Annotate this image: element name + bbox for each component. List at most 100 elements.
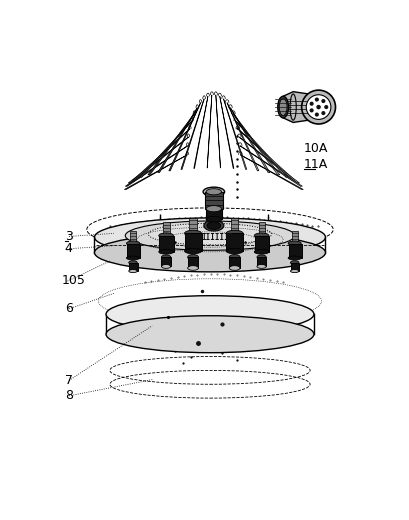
- Text: 3: 3: [65, 230, 73, 243]
- Ellipse shape: [226, 249, 243, 254]
- Ellipse shape: [229, 254, 240, 260]
- Polygon shape: [230, 108, 270, 173]
- Bar: [255, 237, 269, 252]
- Bar: [188, 257, 198, 268]
- Ellipse shape: [94, 218, 326, 256]
- Ellipse shape: [254, 233, 269, 238]
- Ellipse shape: [159, 250, 173, 254]
- Polygon shape: [207, 95, 212, 168]
- Ellipse shape: [184, 230, 202, 237]
- Ellipse shape: [203, 187, 225, 197]
- Ellipse shape: [288, 241, 301, 245]
- Ellipse shape: [106, 316, 314, 353]
- Text: 10A: 10A: [304, 142, 328, 155]
- Polygon shape: [133, 129, 190, 180]
- Text: 7: 7: [65, 374, 73, 387]
- Ellipse shape: [306, 95, 331, 120]
- Ellipse shape: [322, 100, 325, 102]
- Bar: [229, 257, 240, 268]
- Bar: [129, 263, 137, 271]
- Bar: [184, 233, 202, 251]
- Polygon shape: [223, 99, 247, 170]
- Ellipse shape: [290, 261, 299, 265]
- Polygon shape: [158, 108, 198, 173]
- Ellipse shape: [129, 261, 137, 265]
- Polygon shape: [220, 96, 234, 168]
- Ellipse shape: [279, 99, 287, 115]
- Bar: [159, 237, 174, 252]
- Ellipse shape: [226, 230, 243, 237]
- Ellipse shape: [288, 256, 301, 260]
- Bar: [291, 263, 299, 271]
- Polygon shape: [124, 155, 188, 189]
- Ellipse shape: [204, 220, 224, 231]
- Polygon shape: [194, 96, 208, 168]
- Polygon shape: [238, 129, 295, 180]
- Text: 105: 105: [62, 274, 85, 287]
- Polygon shape: [240, 146, 302, 186]
- Ellipse shape: [184, 249, 202, 254]
- Ellipse shape: [315, 113, 318, 116]
- Polygon shape: [283, 92, 314, 122]
- Bar: [130, 231, 136, 243]
- Bar: [127, 244, 140, 258]
- Ellipse shape: [188, 266, 198, 270]
- Ellipse shape: [317, 106, 320, 109]
- Polygon shape: [181, 99, 204, 170]
- Polygon shape: [169, 103, 201, 171]
- Polygon shape: [125, 146, 188, 186]
- Ellipse shape: [188, 254, 198, 260]
- Ellipse shape: [206, 216, 222, 223]
- Ellipse shape: [257, 255, 266, 259]
- Ellipse shape: [301, 90, 335, 124]
- Ellipse shape: [125, 221, 295, 250]
- Bar: [206, 209, 222, 219]
- Bar: [292, 231, 298, 243]
- Ellipse shape: [206, 205, 222, 212]
- Ellipse shape: [257, 265, 266, 268]
- Bar: [162, 257, 171, 266]
- Polygon shape: [236, 121, 288, 177]
- Polygon shape: [139, 121, 192, 177]
- Ellipse shape: [278, 96, 288, 118]
- Polygon shape: [227, 103, 259, 171]
- Polygon shape: [128, 137, 189, 183]
- Ellipse shape: [207, 222, 221, 229]
- Text: 4: 4: [65, 242, 73, 255]
- Text: 11A: 11A: [304, 158, 328, 171]
- Ellipse shape: [94, 233, 326, 272]
- Ellipse shape: [162, 265, 171, 268]
- Ellipse shape: [310, 109, 313, 112]
- Ellipse shape: [290, 269, 299, 272]
- Ellipse shape: [254, 250, 269, 254]
- Ellipse shape: [229, 266, 240, 270]
- Ellipse shape: [325, 106, 328, 108]
- Bar: [257, 257, 266, 266]
- Bar: [204, 192, 223, 209]
- Polygon shape: [239, 137, 299, 183]
- Ellipse shape: [322, 112, 325, 114]
- Polygon shape: [148, 114, 195, 175]
- Bar: [231, 218, 238, 233]
- Ellipse shape: [162, 255, 171, 259]
- Bar: [189, 218, 197, 233]
- Polygon shape: [233, 114, 280, 175]
- Ellipse shape: [126, 241, 139, 245]
- Ellipse shape: [290, 94, 296, 120]
- Ellipse shape: [106, 296, 314, 333]
- Text: 8: 8: [65, 389, 73, 402]
- Bar: [226, 233, 243, 251]
- Ellipse shape: [310, 102, 313, 105]
- Ellipse shape: [206, 189, 222, 195]
- Ellipse shape: [315, 98, 318, 101]
- Bar: [288, 244, 301, 258]
- Ellipse shape: [129, 269, 137, 272]
- Bar: [258, 222, 265, 236]
- Ellipse shape: [126, 256, 139, 260]
- Ellipse shape: [159, 233, 173, 238]
- Polygon shape: [216, 95, 220, 168]
- Bar: [163, 222, 170, 236]
- Text: 6: 6: [65, 302, 73, 315]
- Text: IIIIIII: IIIIIII: [202, 232, 234, 242]
- Ellipse shape: [148, 223, 272, 245]
